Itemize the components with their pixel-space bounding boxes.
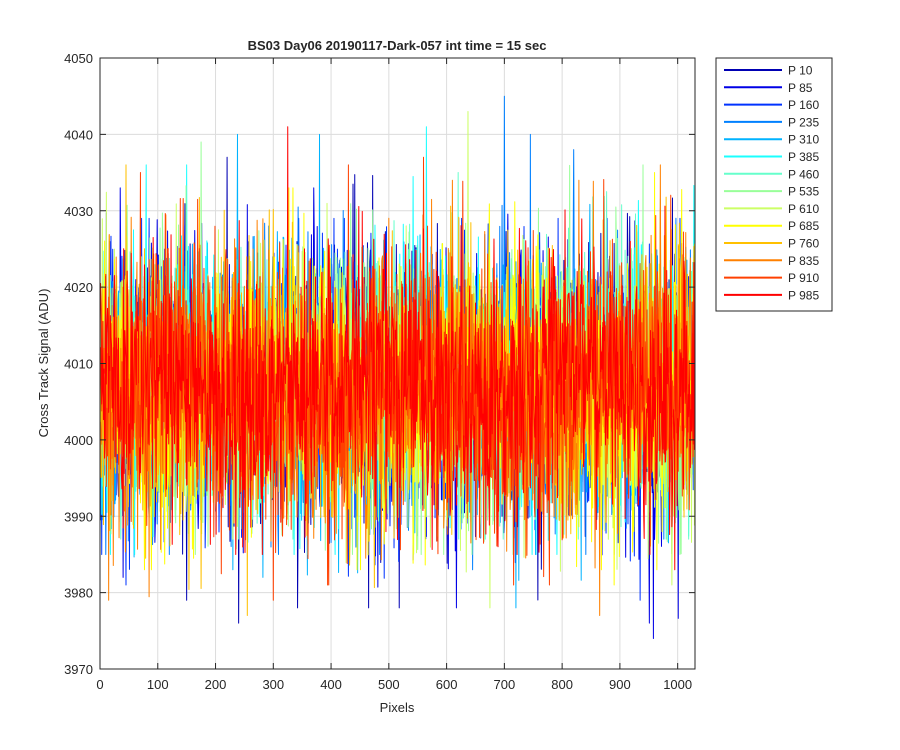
x-tick-label: 400 [320,677,342,692]
y-axis-label: Cross Track Signal (ADU) [36,289,51,438]
x-tick-label: 900 [609,677,631,692]
series-line-p-985 [100,126,695,571]
axes-ticks: 0 100 200 300 400 500 600 700 800 900 1000 3970 3980… [64,51,695,692]
legend-label: P 160 [788,98,819,112]
legend-label: P 310 [788,133,819,147]
legend-label: P 610 [788,202,819,216]
legend-label: P 685 [788,219,819,233]
series-group [100,95,695,639]
legend-label: P 385 [788,150,819,164]
legend-label: P 85 [788,81,813,95]
x-axis-label: Pixels [380,700,415,715]
legend-label: P 460 [788,167,819,181]
y-tick-label: 4010 [64,357,93,372]
legend-box [715,57,833,312]
x-tick-label: 300 [262,677,284,692]
chart-title: BS03 Day06 20190117-Dark-057 int time = … [248,38,547,53]
x-tick-label: 1000 [663,677,692,692]
x-tick-label: 200 [205,677,227,692]
legend-label: P 985 [788,288,819,302]
legend: P 10 P 85 P 160 P 235 P 310 P 385 P 460 P 535 P … [715,57,833,312]
x-tick-label: 600 [436,677,458,692]
legend-label: P 535 [788,185,819,199]
legend-label: P 760 [788,237,819,251]
y-tick-label: 3990 [64,509,93,524]
x-tick-label: 500 [378,677,400,692]
legend-label: P 10 [788,64,813,78]
y-tick-label: 3980 [64,586,93,601]
legend-label: P 910 [788,271,819,285]
y-tick-label: 4040 [64,127,93,142]
legend-label: P 235 [788,115,819,129]
y-tick-label: 3970 [64,662,93,677]
y-tick-label: 4020 [64,280,93,295]
x-tick-label: 800 [551,677,573,692]
legend-label: P 835 [788,254,819,268]
x-tick-label: 700 [494,677,516,692]
x-tick-label: 0 [96,677,103,692]
y-tick-label: 4050 [64,51,93,66]
x-tick-label: 100 [147,677,169,692]
y-tick-label: 4000 [64,433,93,448]
y-tick-label: 4030 [64,204,93,219]
